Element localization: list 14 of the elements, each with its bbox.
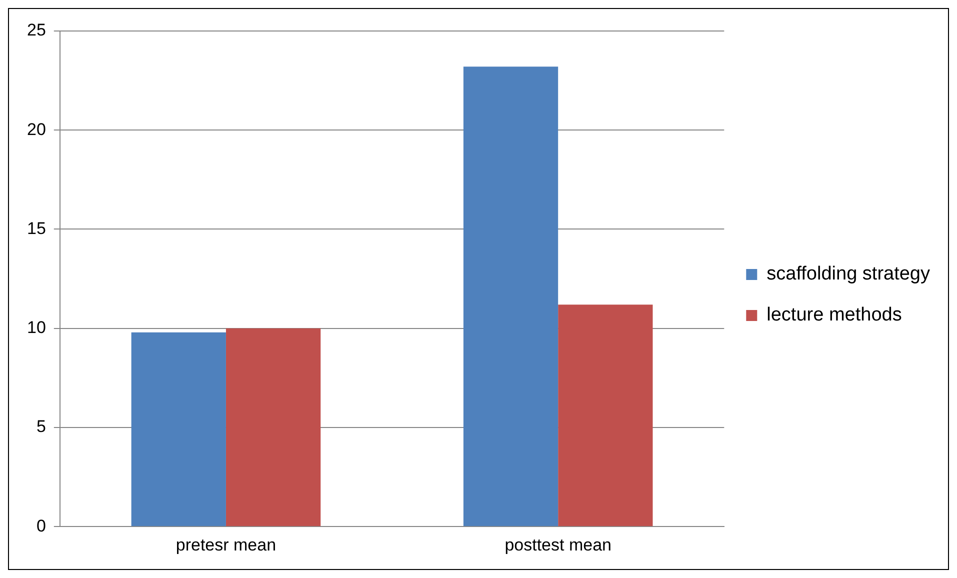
x-tick-label: posttest mean	[504, 535, 612, 554]
bar	[226, 328, 321, 526]
y-tick-label: 0	[36, 516, 46, 536]
y-tick-label: 15	[26, 218, 46, 238]
y-tick-label: 10	[26, 318, 46, 338]
bar	[558, 304, 653, 526]
legend-label: scaffolding strategy	[766, 264, 930, 285]
bar	[131, 332, 226, 526]
y-tick-label: 5	[36, 417, 46, 436]
bar	[463, 66, 558, 526]
y-tick-label: 20	[26, 120, 46, 139]
y-tick-label: 25	[26, 20, 46, 40]
legend-label: lecture methods	[766, 304, 902, 326]
x-tick-label: pretesr mean	[176, 535, 276, 554]
